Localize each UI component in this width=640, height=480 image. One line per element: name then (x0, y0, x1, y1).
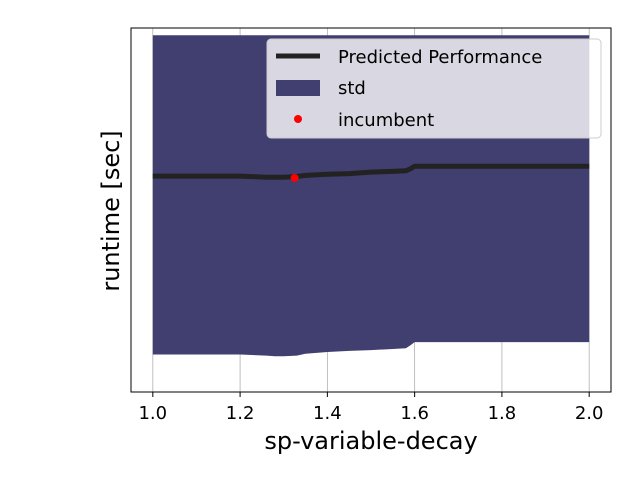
x-tick-label: 1.4 (313, 403, 342, 424)
x-tick-label: 1.2 (226, 403, 255, 424)
y-axis-label: runtime [sec] (97, 130, 125, 291)
x-tick-label: 1.8 (488, 403, 517, 424)
legend-std-swatch (276, 80, 320, 96)
legend-label-std: std (338, 78, 366, 99)
legend-incumbent-swatch (294, 115, 302, 123)
x-tick-label: 1.6 (400, 403, 429, 424)
x-axis-label: sp-variable-decay (264, 427, 477, 455)
legend-label-incumbent: incumbent (338, 110, 434, 131)
x-tick-label: 1.0 (138, 403, 167, 424)
x-tick-label: 2.0 (575, 403, 604, 424)
incumbent-point (291, 174, 299, 182)
x-axis-ticks: 1.0 1.2 1.4 1.6 1.8 2.0 (138, 392, 603, 424)
legend: Predicted Performance std incumbent (267, 39, 601, 138)
legend-label-predicted: Predicted Performance (338, 47, 542, 68)
